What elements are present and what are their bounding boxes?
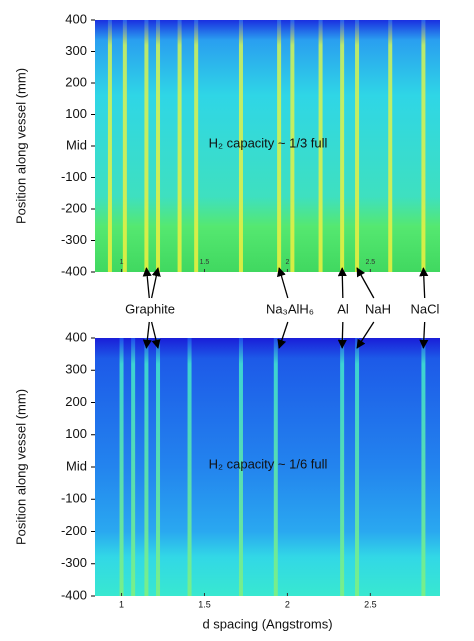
peak-stripe — [388, 20, 393, 272]
x-tick-label: 2.5 — [365, 259, 375, 266]
y-tick-label: 300 — [65, 362, 87, 377]
x-tick-label: 1.5 — [200, 259, 210, 266]
peak-stripe — [187, 338, 192, 596]
arrow — [356, 321, 375, 349]
peak-stripe — [107, 20, 112, 272]
peak-stripe — [194, 20, 199, 272]
y-axis-label: Position along vessel (mm) — [13, 68, 28, 224]
arrow — [277, 267, 289, 299]
y-tick-label: Mid — [66, 458, 87, 473]
y-tick-label: -400 — [61, 587, 87, 602]
x-tick-label: 2 — [285, 259, 289, 266]
peak-stripe — [119, 338, 124, 596]
arrow — [150, 267, 161, 299]
y-tick-label: 100 — [65, 426, 87, 441]
arrow — [419, 321, 429, 349]
panel-note: H₂ capacity ~ 1/3 full — [209, 135, 328, 150]
x-tick-label: 2 — [285, 599, 290, 609]
arrow — [277, 321, 289, 349]
peak-stripe — [122, 20, 127, 272]
x-axis-label: d spacing (Angstroms) — [202, 616, 332, 631]
peak-stripe — [421, 338, 426, 596]
x-tick-label: 1 — [120, 259, 124, 266]
peak-stripe — [156, 20, 161, 272]
panel-note: H₂ capacity ~ 1/6 full — [209, 456, 328, 471]
peak-stripe — [340, 338, 345, 596]
arrow — [419, 267, 429, 299]
x-tick-label: 1.5 — [198, 599, 211, 609]
arrow — [356, 267, 375, 299]
peak-stripe — [340, 20, 345, 272]
peak-stripe — [355, 338, 360, 596]
peak-stripe — [273, 338, 278, 596]
y-tick-label: -100 — [61, 169, 87, 184]
peak-stripe — [355, 20, 360, 272]
peak-label: Al — [337, 301, 349, 316]
arrow — [142, 321, 152, 349]
peak-stripe — [277, 20, 282, 272]
y-tick-label: -300 — [61, 555, 87, 570]
y-tick-label: 200 — [65, 394, 87, 409]
y-tick-label: -100 — [61, 491, 87, 506]
y-tick-label: 300 — [65, 43, 87, 58]
arrow — [337, 321, 347, 349]
peak-stripe — [131, 338, 136, 596]
peak-label: Graphite — [125, 301, 175, 316]
y-tick-label: -400 — [61, 263, 87, 278]
peak-stripe — [238, 338, 243, 596]
y-tick-label: 100 — [65, 106, 87, 121]
y-axis-label: Position along vessel (mm) — [13, 389, 28, 545]
y-tick-label: -200 — [61, 200, 87, 215]
y-tick-label: 200 — [65, 74, 87, 89]
y-tick-label: -300 — [61, 232, 87, 247]
arrow — [337, 267, 347, 299]
peak-stripe — [177, 20, 182, 272]
peak-stripe — [318, 20, 323, 272]
heatmap-background — [95, 338, 440, 596]
peak-label: NaH — [365, 301, 391, 316]
arrow — [150, 321, 161, 349]
y-tick-label: Mid — [66, 137, 87, 152]
peak-stripe — [421, 20, 426, 272]
peak-stripe — [290, 20, 295, 272]
x-tick-label: 1 — [119, 599, 124, 609]
y-tick-label: 400 — [65, 11, 87, 26]
x-tick-label: 2.5 — [364, 599, 377, 609]
peak-label: NaCl — [411, 301, 440, 316]
arrow — [142, 267, 152, 299]
heatmap-background — [95, 20, 440, 272]
y-tick-label: 400 — [65, 329, 87, 344]
y-tick-label: -200 — [61, 523, 87, 538]
peak-stripe — [144, 20, 149, 272]
peak-stripe — [144, 338, 149, 596]
peak-stripe — [156, 338, 161, 596]
peak-label: Na₃AlH₆ — [266, 301, 314, 316]
peak-stripe — [238, 20, 243, 272]
